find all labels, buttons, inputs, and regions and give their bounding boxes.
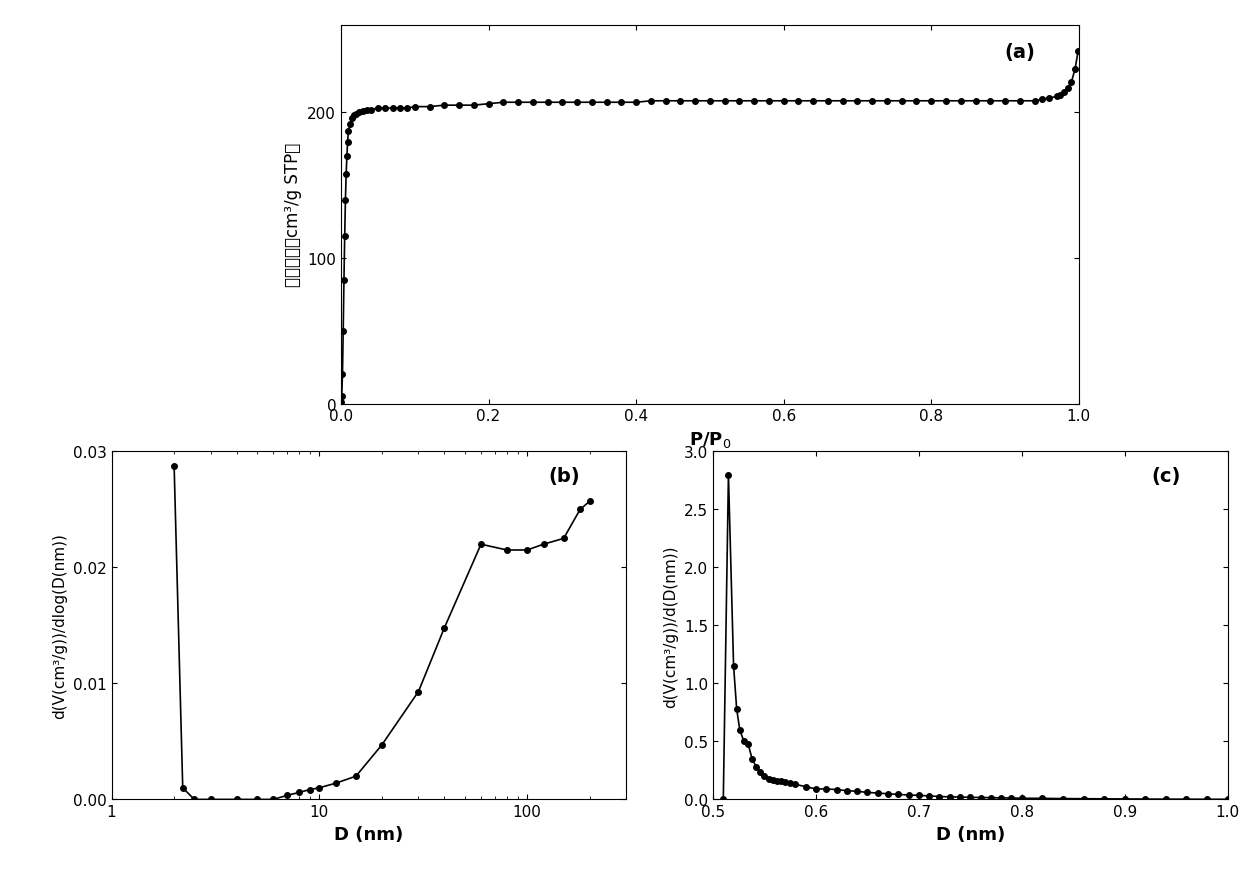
Y-axis label: d(V(cm³/g))/dlog(D(nm)): d(V(cm³/g))/dlog(D(nm)) — [52, 533, 67, 719]
X-axis label: D (nm): D (nm) — [335, 825, 403, 843]
Text: (a): (a) — [1004, 43, 1035, 62]
Y-axis label: d(V(cm³/g))/d(D(nm)): d(V(cm³/g))/d(D(nm)) — [663, 545, 678, 706]
Text: (b): (b) — [548, 467, 580, 486]
X-axis label: D (nm): D (nm) — [936, 825, 1004, 843]
Text: (c): (c) — [1151, 467, 1180, 486]
X-axis label: P/P$_0$: P/P$_0$ — [688, 429, 732, 449]
Y-axis label: 吸附体积（cm³/g STP）: 吸附体积（cm³/g STP） — [284, 143, 301, 287]
